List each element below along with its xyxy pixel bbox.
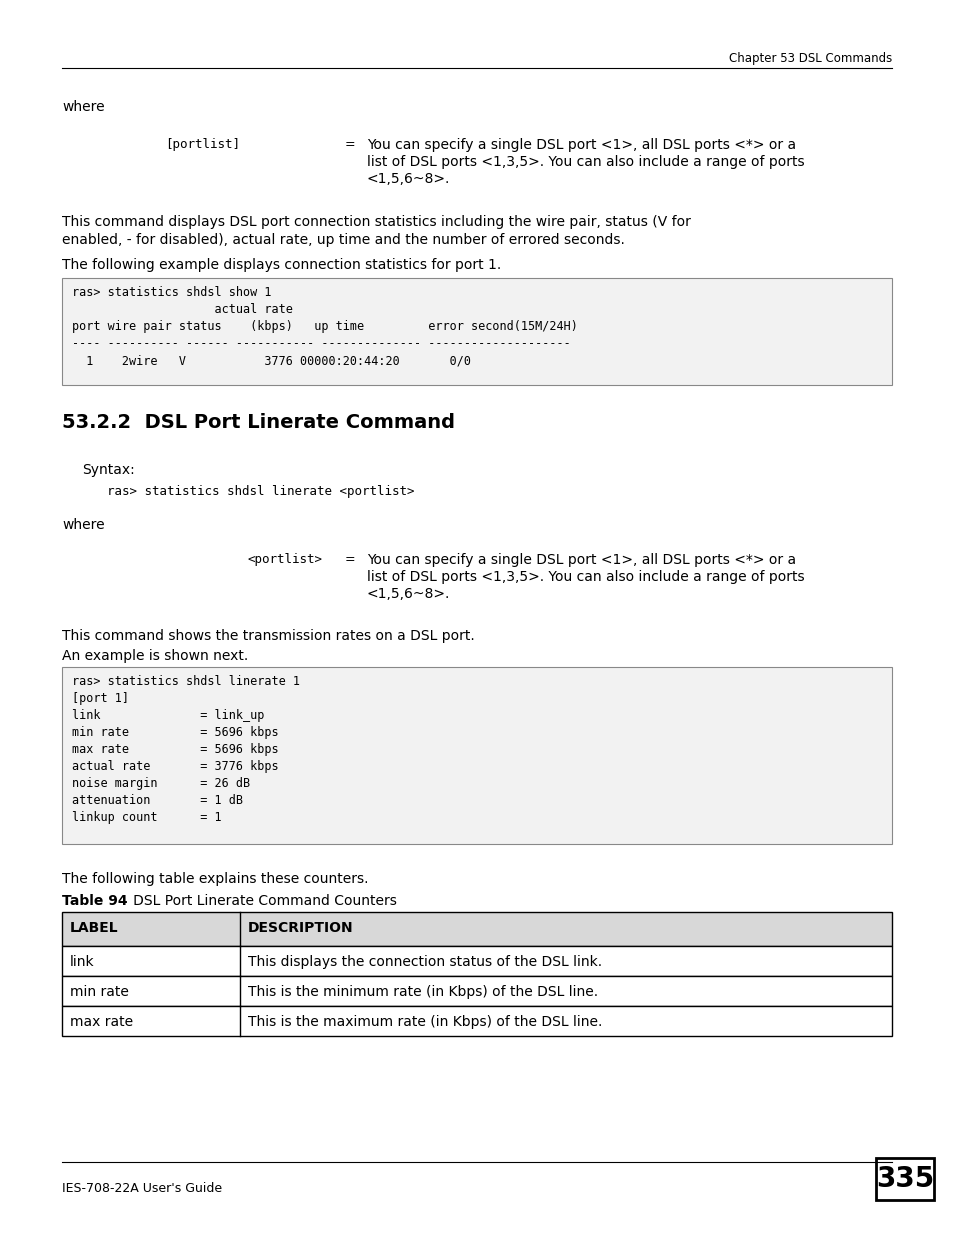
Text: list of DSL ports <1,3,5>. You can also include a range of ports: list of DSL ports <1,3,5>. You can also … [367,156,803,169]
Text: =: = [345,138,355,151]
Text: The following example displays connection statistics for port 1.: The following example displays connectio… [62,258,500,272]
Text: This command displays DSL port connection statistics including the wire pair, st: This command displays DSL port connectio… [62,215,690,228]
Text: The following table explains these counters.: The following table explains these count… [62,872,368,885]
Text: <1,5,6~8>.: <1,5,6~8>. [367,587,450,601]
Text: enabled, - for disabled), actual rate, up time and the number of errored seconds: enabled, - for disabled), actual rate, u… [62,233,624,247]
Text: where: where [62,100,105,114]
Text: LABEL: LABEL [70,921,118,935]
Text: This is the maximum rate (in Kbps) of the DSL line.: This is the maximum rate (in Kbps) of th… [248,1015,601,1029]
Text: actual rate: actual rate [71,303,293,316]
Text: =: = [345,553,355,566]
Bar [62,1007,891,1036]
Text: linkup count      = 1: linkup count = 1 [71,811,221,824]
Text: noise margin      = 26 dB: noise margin = 26 dB [71,777,250,790]
Bar [62,946,891,976]
Text: link              = link_up: link = link_up [71,709,264,722]
Bar [62,667,891,844]
Text: max rate: max rate [70,1015,133,1029]
Text: list of DSL ports <1,3,5>. You can also include a range of ports: list of DSL ports <1,3,5>. You can also … [367,571,803,584]
Bar [62,278,891,385]
Text: This displays the connection status of the DSL link.: This displays the connection status of t… [248,955,601,969]
Text: link: link [70,955,94,969]
Text: actual rate       = 3776 kbps: actual rate = 3776 kbps [71,760,278,773]
Text: <1,5,6~8>.: <1,5,6~8>. [367,172,450,186]
Text: port wire pair status    (kbps)   up time         error second(15M/24H): port wire pair status (kbps) up time err… [71,320,578,333]
Text: This is the minimum rate (in Kbps) of the DSL line.: This is the minimum rate (in Kbps) of th… [248,986,598,999]
Text: ---- ---------- ------ ----------- -------------- --------------------: ---- ---------- ------ ----------- -----… [71,337,570,350]
Text: DESCRIPTION: DESCRIPTION [248,921,354,935]
Text: You can specify a single DSL port <1>, all DSL ports <*> or a: You can specify a single DSL port <1>, a… [367,138,796,152]
Text: [port 1]: [port 1] [71,692,129,705]
Bar [875,1158,933,1200]
Text: You can specify a single DSL port <1>, all DSL ports <*> or a: You can specify a single DSL port <1>, a… [367,553,796,567]
Text: [portlist]: [portlist] [165,138,240,151]
Text: DSL Port Linerate Command Counters: DSL Port Linerate Command Counters [120,894,396,908]
Text: ras> statistics shdsl show 1: ras> statistics shdsl show 1 [71,287,272,299]
Text: <portlist>: <portlist> [248,553,323,566]
Text: max rate          = 5696 kbps: max rate = 5696 kbps [71,743,278,756]
Text: where: where [62,517,105,532]
Text: min rate          = 5696 kbps: min rate = 5696 kbps [71,726,278,739]
Text: This command shows the transmission rates on a DSL port.: This command shows the transmission rate… [62,629,475,643]
Text: ras> statistics shdsl linerate 1: ras> statistics shdsl linerate 1 [71,676,299,688]
Text: 1    2wire   V           3776 00000:20:44:20       0/0: 1 2wire V 3776 00000:20:44:20 0/0 [71,354,471,367]
Text: ras> statistics shdsl linerate <portlist>: ras> statistics shdsl linerate <portlist… [91,485,414,498]
Bar [62,911,891,946]
Text: 335: 335 [875,1165,933,1193]
Text: 53.2.2  DSL Port Linerate Command: 53.2.2 DSL Port Linerate Command [62,412,455,432]
Text: IES-708-22A User's Guide: IES-708-22A User's Guide [62,1182,222,1195]
Text: An example is shown next.: An example is shown next. [62,650,248,663]
Text: Chapter 53 DSL Commands: Chapter 53 DSL Commands [728,52,891,65]
Text: Table 94: Table 94 [62,894,128,908]
Text: min rate: min rate [70,986,129,999]
Text: attenuation       = 1 dB: attenuation = 1 dB [71,794,243,806]
Text: Syntax:: Syntax: [82,463,134,477]
Bar [62,976,891,1007]
